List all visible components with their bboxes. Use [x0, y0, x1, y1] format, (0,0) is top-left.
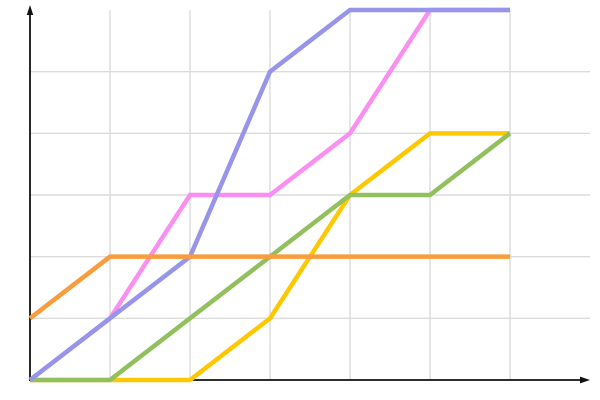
series-lines	[28, 7, 512, 383]
gridlines	[30, 10, 590, 380]
x-axis-arrowhead-icon	[580, 376, 590, 384]
axes	[26, 5, 590, 384]
series-orange-line	[28, 254, 510, 321]
series-blue-line	[28, 7, 510, 382]
y-axis-arrowhead-icon	[26, 5, 34, 15]
